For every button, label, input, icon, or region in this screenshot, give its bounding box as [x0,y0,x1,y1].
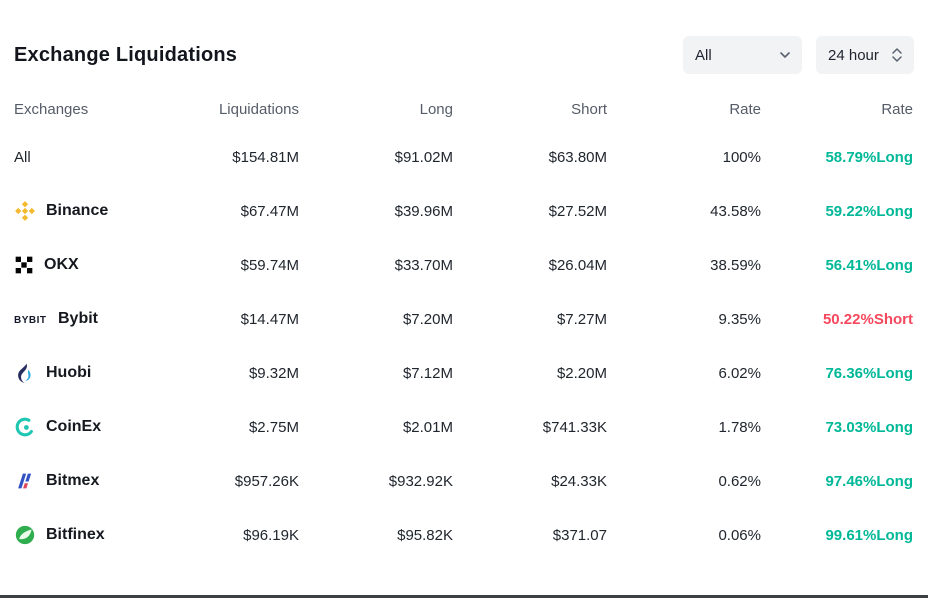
table-row-binance[interactable]: Binance $67.47M $39.96M $27.52M 43.58% 5… [14,184,914,238]
liquidations-value: $957.26K [234,472,299,490]
exchange-name: OKX [44,256,79,273]
column-header-exchanges: Exchanges [14,100,89,118]
exchange-name: Bitfinex [46,526,105,543]
exchange-name: Bybit [58,310,98,327]
exchange-cell: CoinEx [14,416,164,438]
filters: All 24 hour [683,36,914,74]
liquidations-value: $67.47M [240,202,299,220]
long-short-rate-value: 56.41%Long [825,256,913,274]
long-value: $95.82K [397,526,453,544]
bitmex-icon [14,470,36,492]
long-value: $7.12M [402,364,453,382]
timeframe-dropdown[interactable]: 24 hour [816,36,914,74]
liquidations-value: $9.32M [248,364,299,382]
long-value: $2.01M [402,418,453,436]
up-down-arrows-icon [892,47,902,63]
exchange-name: CoinEx [46,418,102,435]
exchange-name: Bitmex [46,472,100,489]
long-short-rate-value: 50.22%Short [822,310,913,328]
liquidations-table: Exchanges Liquidations Long Short Rate Rate A… [0,88,928,562]
rate-value: 0.62% [718,472,761,490]
table-row-huobi[interactable]: Huobi $9.32M $7.12M $2.20M 6.02% 76.36%L… [14,346,914,400]
bitfinex-icon [14,524,36,546]
liquidations-value: $96.19K [243,526,299,544]
exchange-cell: Binance [14,200,164,222]
timeframe-dropdown-value: 24 hour [828,46,879,64]
table-row-okx[interactable]: OKX $59.74M $33.70M $26.04M 38.59% 56.41… [14,238,914,292]
exchange-cell: Huobi [14,362,164,384]
short-value: $7.27M [556,310,607,328]
table-body: All $154.81M $91.02M $63.80M 100% 58.79%… [14,130,914,562]
table-row-all[interactable]: All $154.81M $91.02M $63.80M 100% 58.79%… [14,130,914,184]
short-value: $26.04M [548,256,607,274]
liquidations-value: $14.47M [240,310,299,328]
rate-value: 0.06% [718,526,761,544]
exchange-cell: BYBIT Bybit [14,310,164,328]
rate-value: 38.59% [710,256,761,274]
long-short-rate-value: 59.22%Long [825,202,913,220]
liquidations-value: $154.81M [232,148,299,166]
binance-icon [14,200,36,222]
column-header-rate: Rate [729,100,761,118]
rate-value: 6.02% [718,364,761,382]
short-value: $63.80M [548,148,607,166]
long-value: $932.92K [388,472,453,490]
bybit-icon: BYBIT [14,312,48,326]
column-header-rate: Rate [881,100,913,118]
long-value: $33.70M [394,256,453,274]
exchange-cell: OKX [14,255,164,275]
table-row-bybit[interactable]: BYBIT Bybit $14.47M $7.20M $7.27M 9.35% … [14,292,914,346]
rate-value: 1.78% [718,418,761,436]
exchange-cell: All [14,149,164,166]
scope-dropdown-value: All [695,46,712,64]
exchange-name: Huobi [46,364,92,381]
svg-text:BYBIT: BYBIT [14,315,47,326]
scope-dropdown[interactable]: All [683,36,802,74]
rate-value: 100% [722,148,761,166]
bottom-divider [0,595,928,598]
rate-value: 43.58% [710,202,761,220]
long-value: $39.96M [394,202,453,220]
liquidations-value: $2.75M [248,418,299,436]
coinex-icon [14,416,36,438]
column-header-short: Short [571,100,607,118]
page-title: Exchange Liquidations [14,43,238,66]
long-short-rate-value: 99.61%Long [825,526,913,544]
short-value: $2.20M [556,364,607,382]
long-value: $91.02M [394,148,453,166]
short-value: $741.33K [542,418,607,436]
table-row-coinex[interactable]: CoinEx $2.75M $2.01M $741.33K 1.78% 73.0… [14,400,914,454]
short-value: $27.52M [548,202,607,220]
long-short-rate-value: 73.03%Long [825,418,913,436]
panel-header: Exchange Liquidations All 24 hour [0,0,928,88]
long-short-rate-value: 97.46%Long [825,472,913,490]
table-row-bitfinex[interactable]: Bitfinex $96.19K $95.82K $371.07 0.06% 9… [14,508,914,562]
liquidations-value: $59.74M [240,256,299,274]
table-row-bitmex[interactable]: Bitmex $957.26K $932.92K $24.33K 0.62% 9… [14,454,914,508]
huobi-icon [14,362,36,384]
exchange-name: Binance [46,202,109,219]
okx-icon [14,255,34,275]
short-value: $371.07 [552,526,607,544]
column-header-long: Long [419,100,453,118]
chevron-down-icon [780,52,790,58]
exchange-cell: Bitmex [14,470,164,492]
exchange-name: All [14,148,31,166]
exchange-cell: Bitfinex [14,524,164,546]
long-value: $7.20M [402,310,453,328]
rate-value: 9.35% [718,310,761,328]
table-header-row: Exchanges Liquidations Long Short Rate Rate [14,88,914,130]
column-header-liquidations: Liquidations [218,100,299,118]
long-short-rate-value: 58.79%Long [825,148,913,166]
long-short-rate-value: 76.36%Long [825,364,913,382]
short-value: $24.33K [551,472,607,490]
